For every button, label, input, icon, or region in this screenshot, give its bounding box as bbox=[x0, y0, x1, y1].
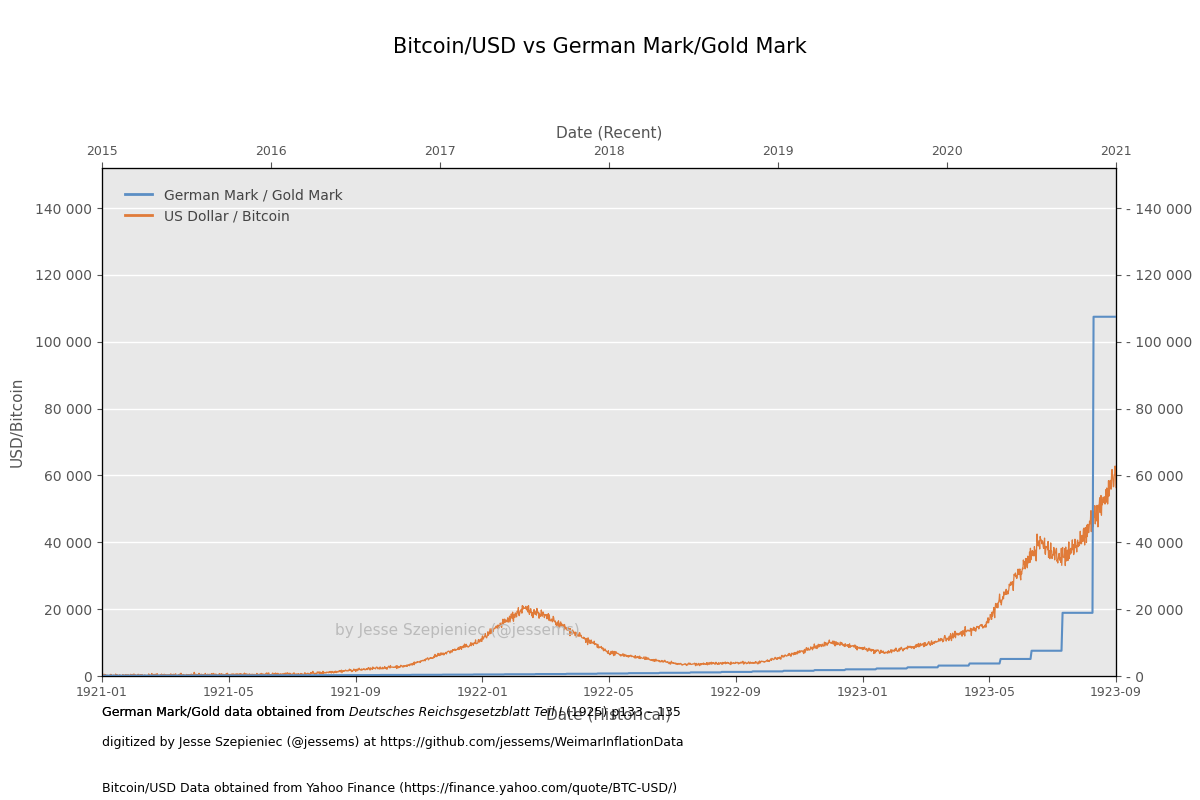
X-axis label: Date (Historical): Date (Historical) bbox=[546, 708, 672, 722]
Text: by Jesse Szepieniec (@jessems): by Jesse Szepieniec (@jessems) bbox=[335, 622, 580, 638]
Text: Bitcoin/USD vs German Mark/Gold Mark: Bitcoin/USD vs German Mark/Gold Mark bbox=[394, 36, 806, 56]
X-axis label: Date (Recent): Date (Recent) bbox=[556, 126, 662, 141]
Text: Deutsches Reichsgesetzblatt Teil I: Deutsches Reichsgesetzblatt Teil I bbox=[349, 706, 563, 718]
Y-axis label: USD/Bitcoin: USD/Bitcoin bbox=[10, 377, 24, 467]
Text: German Mark/Gold data obtained from: German Mark/Gold data obtained from bbox=[102, 706, 349, 718]
Text: (1925) p133 – 135: (1925) p133 – 135 bbox=[563, 706, 682, 718]
Legend: German Mark / Gold Mark, US Dollar / Bitcoin: German Mark / Gold Mark, US Dollar / Bit… bbox=[119, 182, 348, 229]
Text: German Mark/Gold data obtained from: German Mark/Gold data obtained from bbox=[102, 706, 349, 718]
Text: Bitcoin/USD Data obtained from Yahoo Finance (https://finance.yahoo.com/quote/BT: Bitcoin/USD Data obtained from Yahoo Fin… bbox=[102, 782, 677, 794]
Text: digitized by Jesse Szepieniec (@jessems) at https://github.com/jessems/WeimarInf: digitized by Jesse Szepieniec (@jessems)… bbox=[102, 736, 684, 749]
